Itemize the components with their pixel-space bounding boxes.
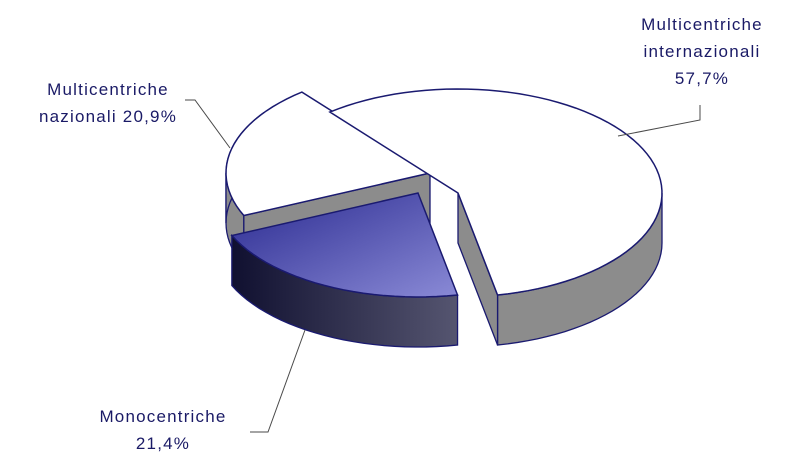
label-multicentriche-internazionali-0: Multicentriche bbox=[641, 15, 763, 34]
leader-monocentriche bbox=[250, 329, 306, 433]
label-monocentriche-1: 21,4% bbox=[136, 434, 190, 453]
slice-monocentriche bbox=[230, 192, 459, 298]
label-multicentriche-internazionali-2: 57,7% bbox=[675, 69, 729, 88]
label-multicentriche-nazionali-0: Multicentriche bbox=[47, 80, 169, 99]
label-monocentriche-0: Monocentriche bbox=[99, 407, 226, 426]
leader-internazionali bbox=[617, 105, 701, 137]
label-multicentriche-internazionali-1: internazionali bbox=[644, 42, 761, 61]
label-multicentriche-nazionali-1: nazionali 20,9% bbox=[39, 107, 177, 126]
slice-multicentriche-nazionali bbox=[225, 91, 432, 217]
slice-multicentriche-internazionali bbox=[328, 88, 663, 296]
leader-nazionali bbox=[185, 99, 231, 149]
